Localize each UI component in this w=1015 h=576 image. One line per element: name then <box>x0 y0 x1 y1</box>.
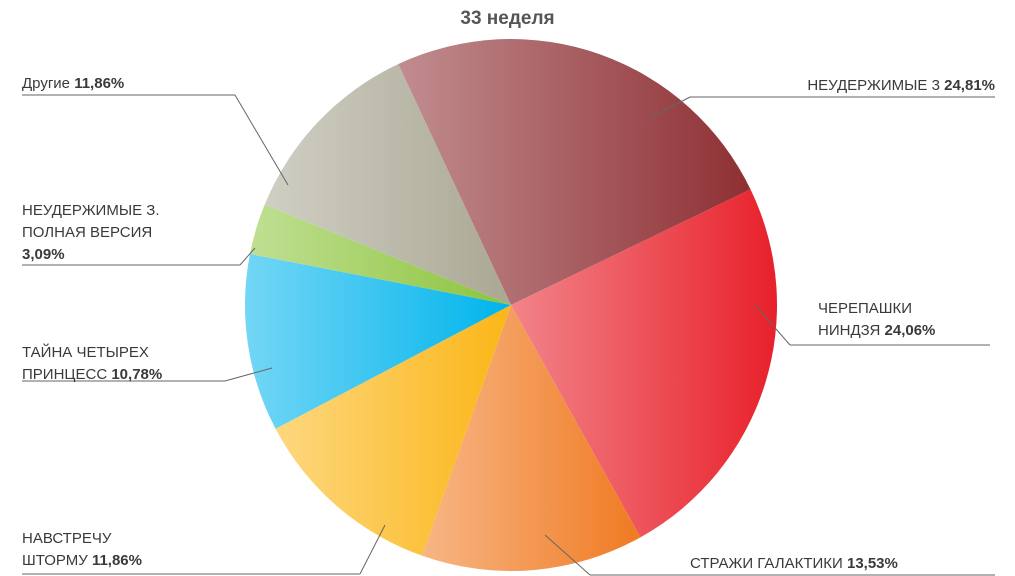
leader-line <box>649 96 691 119</box>
leader-line <box>234 94 289 186</box>
pie-slice <box>398 38 751 305</box>
category-label: НЕУДЕРЖИМЫЕ З. ПОЛНАЯ ВЕРСИЯ <box>22 202 160 241</box>
value-label: 10,78% <box>111 366 163 383</box>
category-label: ТАЙНА ЧЕТЫРЕХ ПРИНЦЕСС <box>22 344 149 383</box>
leader-line <box>754 304 791 346</box>
slice-label: ТАЙНА ЧЕТЫРЕХ ПРИНЦЕСС 10,78% <box>22 342 212 386</box>
pie-slice <box>275 305 511 556</box>
leader-line <box>224 367 273 382</box>
category-label: СТРАЖИ ГАЛАКТИКИ <box>690 555 843 572</box>
pie-slice <box>249 204 511 305</box>
leader-line <box>544 534 591 576</box>
pie-slice <box>264 64 511 305</box>
chart-title: 33 неделя <box>460 8 555 29</box>
category-label: НЕУДЕРЖИМЫЕ 3 <box>807 77 940 94</box>
pie-slice <box>511 189 777 538</box>
category-label: Другие <box>22 75 71 92</box>
slice-label: НАВСТРЕЧУ ШТОРМУ 11,86% <box>22 528 152 572</box>
value-label: 11,86% <box>74 75 125 92</box>
value-label: 3,09% <box>22 246 65 263</box>
category-label: НАВСТРЕЧУ ШТОРМУ <box>22 530 112 569</box>
slice-label: НЕУДЕРЖИМЫЕ 3 24,81% <box>675 75 995 97</box>
slice-label: Другие 11,86% <box>22 73 222 95</box>
pie-slice <box>421 305 641 571</box>
leader-line <box>359 524 386 575</box>
slice-label: НЕУДЕРЖИМЫЕ З. ПОЛНАЯ ВЕРСИЯ 3,09% <box>22 200 172 266</box>
slice-label: СТРАЖИ ГАЛАКТИКИ 13,53% <box>690 553 1010 575</box>
slice-label: ЧЕРЕПАШКИ НИНДЗЯ 24,06% <box>818 298 958 342</box>
value-label: 13,53% <box>846 555 898 572</box>
value-label: 24,06% <box>884 322 936 339</box>
leader-line <box>239 247 256 266</box>
value-label: 24,81% <box>944 77 995 94</box>
category-label: ЧЕРЕПАШКИ НИНДЗЯ <box>818 300 913 339</box>
pie-slice <box>245 253 511 429</box>
value-label: 11,86% <box>91 552 142 569</box>
